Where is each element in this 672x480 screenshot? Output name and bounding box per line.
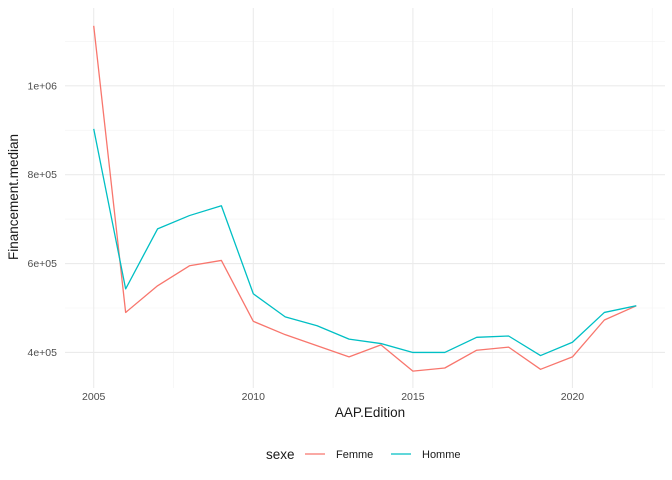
series-line-homme bbox=[93, 128, 637, 357]
x-tick-label: 2015 bbox=[401, 391, 425, 403]
x-tick-label: 2020 bbox=[561, 391, 585, 403]
legend: sexe Femme Homme bbox=[266, 447, 461, 462]
grid-minor bbox=[65, 8, 665, 388]
y-axis-title: Financement.median bbox=[6, 134, 21, 260]
y-tick-label: 1e+06 bbox=[28, 80, 58, 92]
series-line-femme bbox=[93, 25, 637, 372]
x-axis-title: AAP.Edition bbox=[335, 405, 405, 420]
x-tick-label: 2005 bbox=[82, 391, 106, 403]
y-tick-label: 6e+05 bbox=[28, 258, 58, 270]
legend-label-femme: Femme bbox=[336, 449, 373, 461]
x-tick-label: 2010 bbox=[242, 391, 266, 403]
legend-title: sexe bbox=[266, 447, 295, 462]
legend-items: Femme Homme bbox=[305, 449, 461, 461]
grid-major bbox=[65, 8, 665, 388]
y-tick-label: 4e+05 bbox=[28, 347, 58, 359]
y-axis-ticks: 4e+05 6e+05 8e+05 1e+06 bbox=[28, 80, 58, 359]
x-axis-ticks: 2005 2010 2015 2020 bbox=[82, 391, 584, 403]
y-tick-label: 8e+05 bbox=[28, 169, 58, 181]
legend-label-homme: Homme bbox=[422, 449, 461, 461]
series-lines bbox=[93, 25, 637, 372]
